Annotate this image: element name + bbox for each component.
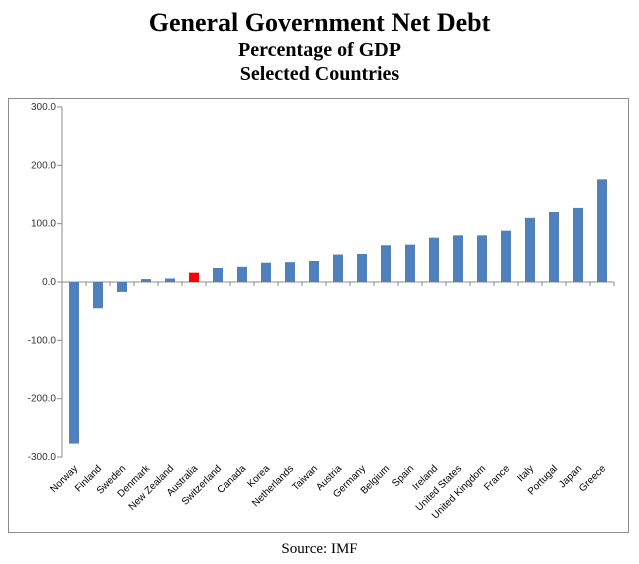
bar-finland [93, 282, 103, 309]
chart-title: General Government Net Debt [148, 8, 491, 37]
bar-ireland [429, 237, 439, 282]
source-note: Source: IMF [281, 541, 358, 557]
chart-titles: General Government Net Debt Percentage o… [0, 8, 639, 86]
bar-germany [357, 254, 367, 282]
bar-italy [525, 217, 535, 282]
bar-taiwan [309, 261, 319, 282]
bar-austria [333, 254, 343, 282]
bar-united-kingdom [477, 235, 487, 282]
bar-france [501, 230, 511, 282]
bar-portugal [549, 212, 559, 282]
bar-spain [405, 244, 415, 282]
y-tick-label: 100.0 [31, 219, 56, 230]
x-tick-label: Norway [48, 463, 80, 495]
chart-subtitle-2: Selected Countries [239, 63, 400, 85]
bar-japan [573, 207, 583, 282]
bar-switzerland [213, 268, 223, 282]
y-tick-label: -300.0 [28, 452, 57, 463]
bar-denmark [141, 279, 151, 282]
y-tick-label: -200.0 [28, 394, 57, 405]
bar-united-states [453, 235, 463, 282]
x-tick-label: France [482, 463, 512, 493]
bar-belgium [381, 245, 391, 282]
bar-new-zealand [165, 278, 175, 282]
bar-korea [261, 262, 271, 282]
y-tick-label: 200.0 [31, 160, 56, 171]
y-tick-label: -100.0 [28, 335, 57, 346]
x-tick-label: Italy [515, 463, 536, 484]
bar-australia [189, 272, 199, 282]
bar-sweden [117, 282, 127, 292]
chart-subtitle: Percentage of GDP [238, 39, 401, 61]
y-tick-label: 0.0 [42, 277, 56, 288]
x-tick-label: Greece [577, 463, 608, 494]
bar-norway [69, 282, 79, 444]
bar-canada [237, 266, 247, 282]
x-tick-label: Taiwan [290, 463, 320, 493]
y-tick-label: 300.0 [31, 102, 56, 113]
bar-greece [597, 179, 607, 282]
chart-frame [8, 98, 629, 533]
bar-netherlands [285, 262, 295, 282]
